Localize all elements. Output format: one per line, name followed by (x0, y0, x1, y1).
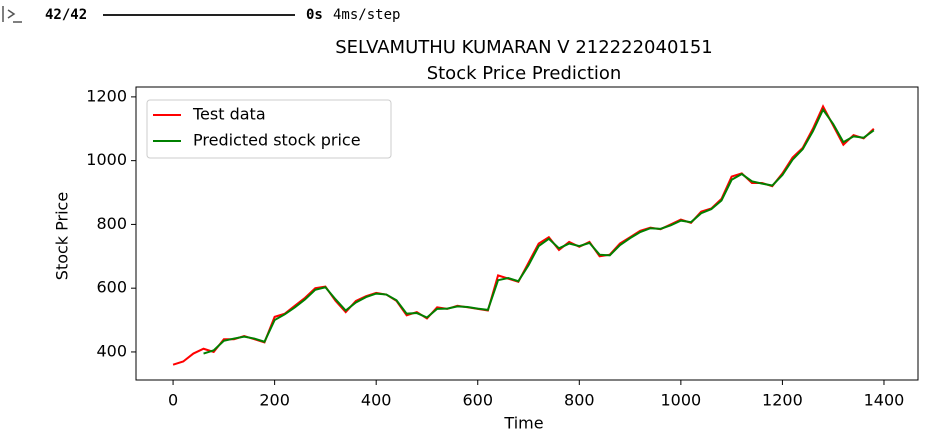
legend-label: Test data (192, 105, 266, 124)
x-tick-label: 400 (361, 391, 392, 410)
y-tick-label: 1000 (86, 150, 127, 169)
y-tick-label: 400 (96, 341, 127, 360)
x-tick-label: 1000 (661, 391, 702, 410)
chart-subtitle: Stock Price Prediction (427, 63, 622, 84)
x-tick-label: 200 (259, 391, 290, 410)
y-tick-label: 800 (96, 214, 127, 233)
console-icon (2, 6, 22, 23)
legend-box (146, 99, 392, 159)
plot-frame (135, 86, 919, 381)
console-steps: 42/42 (45, 7, 87, 23)
y-tick-label: 1200 (86, 86, 127, 105)
x-tick-label: 1400 (864, 391, 905, 410)
x-axis-label: Time (503, 414, 543, 433)
x-tick-label: 800 (564, 391, 595, 410)
y-tick-label: 600 (96, 278, 127, 297)
legend-label: Predicted stock price (193, 131, 361, 150)
x-tick-label: 600 (462, 391, 493, 410)
x-tick-label: 0 (168, 391, 178, 410)
console-time: 0s (306, 7, 323, 23)
chart-title: SELVAMUTHU KUMARAN V 212222040151 (335, 37, 713, 58)
x-tick-label: 1200 (762, 391, 803, 410)
console-rate: 4ms/step (333, 7, 400, 23)
series-line (203, 107, 875, 355)
y-axis-label: Stock Price (53, 192, 72, 280)
